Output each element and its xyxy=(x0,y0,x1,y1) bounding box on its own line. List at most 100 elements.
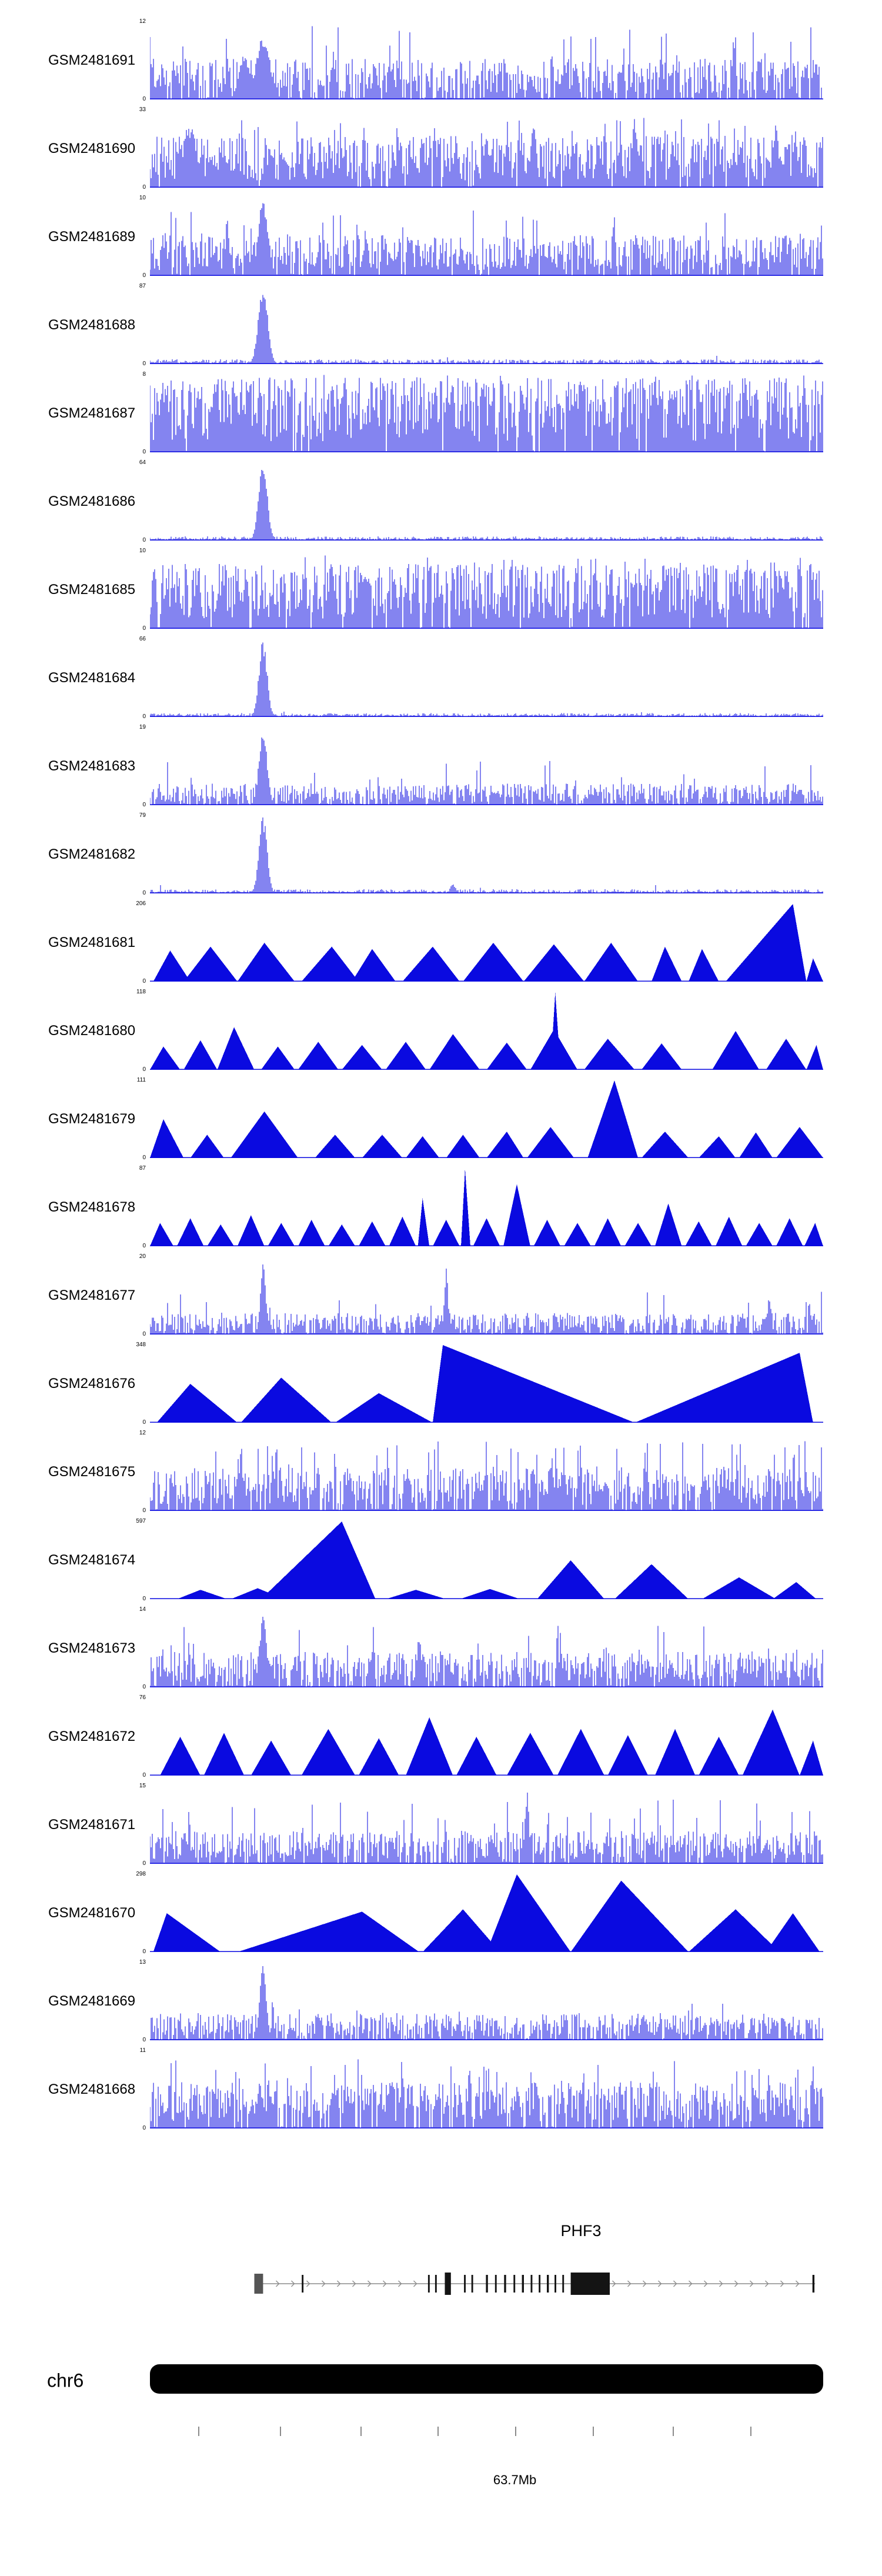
track-row-GSM2481670: 298 0 GSM2481670 xyxy=(0,1869,882,1957)
track-ymin-label: 0 xyxy=(142,890,146,896)
track-label: GSM2481675 xyxy=(48,1464,136,1480)
track-signal-svg xyxy=(150,992,823,1070)
track-ymax-label: 87 xyxy=(139,1165,146,1172)
track-row-GSM2481681: 206 0 GSM2481681 xyxy=(0,899,882,987)
track-row-GSM2481671: 15 0 GSM2481671 xyxy=(0,1781,882,1869)
track-ymax-label: 298 xyxy=(136,1871,146,1877)
track-ymax-label: 597 xyxy=(136,1518,146,1524)
track-signal-svg xyxy=(150,555,823,629)
track-plot-area xyxy=(150,463,823,540)
track-row-GSM2481673: 14 0 GSM2481673 xyxy=(0,1604,882,1693)
track-ymax-label: 13 xyxy=(139,1959,146,1966)
track-signal-svg xyxy=(150,295,823,364)
track-label: GSM2481679 xyxy=(48,1111,136,1127)
track-ymin-label: 0 xyxy=(142,1860,146,1867)
track-row-GSM2481688: 87 0 GSM2481688 xyxy=(0,281,882,369)
track-ymin-label: 0 xyxy=(142,978,146,985)
track-signal-svg xyxy=(150,26,823,99)
track-ymin-label: 0 xyxy=(142,537,146,543)
track-row-GSM2481691: 12 0 GSM2481691 xyxy=(0,16,882,105)
track-signal-svg xyxy=(150,817,823,893)
track-ymin-label: 0 xyxy=(142,96,146,102)
track-ymax-label: 118 xyxy=(136,989,146,995)
track-plot-area xyxy=(150,1963,823,2040)
axis-tick-mark xyxy=(593,2427,594,2436)
track-ymin-label: 0 xyxy=(142,1948,146,1955)
track-row-GSM2481676: 348 0 GSM2481676 xyxy=(0,1340,882,1428)
track-label: GSM2481673 xyxy=(48,1640,136,1656)
track-signal-svg xyxy=(150,1264,823,1334)
track-ymin-label: 0 xyxy=(142,1772,146,1778)
track-plot-area xyxy=(150,1345,823,1423)
track-label: GSM2481688 xyxy=(48,317,136,333)
track-ymin-label: 0 xyxy=(142,1596,146,1602)
track-label: GSM2481678 xyxy=(48,1199,136,1215)
genome-axis-track: 63.7Mb xyxy=(0,2416,882,2576)
track-signal-svg xyxy=(150,1441,823,1511)
track-label: GSM2481683 xyxy=(48,758,136,774)
track-signal-svg xyxy=(150,642,823,717)
track-plot-area xyxy=(150,198,823,276)
track-ymin-label: 0 xyxy=(142,272,146,279)
track-ymin-label: 0 xyxy=(142,449,146,455)
track-plot-area xyxy=(150,551,823,629)
track-ymax-label: 11 xyxy=(139,2047,146,2054)
track-signal-svg xyxy=(150,1345,823,1423)
track-row-GSM2481680: 118 0 GSM2481680 xyxy=(0,987,882,1075)
track-row-GSM2481679: 111 0 GSM2481679 xyxy=(0,1075,882,1163)
track-row-GSM2481677: 20 0 GSM2481677 xyxy=(0,1252,882,1340)
axis-tick-mark xyxy=(198,2427,200,2436)
track-plot-area xyxy=(150,1786,823,1864)
track-label: GSM2481691 xyxy=(48,52,136,68)
track-ymax-label: 206 xyxy=(136,900,146,907)
track-label: GSM2481671 xyxy=(48,1817,136,1833)
track-ymin-label: 0 xyxy=(142,713,146,720)
gene-model xyxy=(150,2257,823,2310)
axis-tick-mark xyxy=(672,2427,674,2436)
track-row-GSM2481685: 10 0 GSM2481685 xyxy=(0,546,882,634)
track-signal-svg xyxy=(150,1709,823,1776)
track-ymax-label: 76 xyxy=(139,1694,146,1701)
track-plot-area xyxy=(150,728,823,805)
track-label: GSM2481685 xyxy=(48,582,136,598)
track-plot-area xyxy=(150,286,823,364)
track-ymin-label: 0 xyxy=(142,1684,146,1690)
track-row-GSM2481690: 33 0 GSM2481690 xyxy=(0,105,882,193)
track-plot-area xyxy=(150,375,823,452)
track-plot-area xyxy=(150,22,823,99)
axis-tick-mark xyxy=(514,2427,516,2436)
track-label: GSM2481684 xyxy=(48,670,136,686)
track-ymax-label: 64 xyxy=(139,459,146,466)
track-signal-svg xyxy=(150,375,823,452)
track-signal-svg xyxy=(150,1874,823,1952)
track-ymin-label: 0 xyxy=(142,361,146,367)
track-label: GSM2481689 xyxy=(48,229,136,245)
track-label: GSM2481670 xyxy=(48,1905,136,1921)
gene-name-label: PHF3 xyxy=(560,2222,602,2240)
track-row-GSM2481668: 11 0 GSM2481668 xyxy=(0,2046,882,2134)
track-signal-svg xyxy=(150,738,823,805)
track-row-GSM2481684: 66 0 GSM2481684 xyxy=(0,634,882,722)
track-signal-svg xyxy=(150,203,823,276)
track-ymax-label: 66 xyxy=(139,636,146,642)
track-ymin-label: 0 xyxy=(142,1419,146,1426)
track-ymax-label: 15 xyxy=(139,1783,146,1789)
gene-model-svg xyxy=(254,2273,816,2295)
track-signal-svg xyxy=(150,1080,823,1158)
axis-tick-mark xyxy=(279,2427,281,2436)
track-label: GSM2481682 xyxy=(48,846,136,862)
track-plot-area xyxy=(150,1874,823,1952)
track-ymin-label: 0 xyxy=(142,1507,146,1514)
track-plot-area xyxy=(150,1433,823,1511)
track-signal-svg xyxy=(150,1617,823,1687)
track-ymin-label: 0 xyxy=(142,2037,146,2043)
track-label: GSM2481677 xyxy=(48,1287,136,1303)
track-plot-area xyxy=(150,1610,823,1687)
track-row-GSM2481669: 13 0 GSM2481669 xyxy=(0,1957,882,2046)
track-ymin-label: 0 xyxy=(142,2125,146,2131)
track-row-GSM2481687: 8 0 GSM2481687 xyxy=(0,369,882,458)
track-ymax-label: 79 xyxy=(139,812,146,819)
track-signal-svg xyxy=(150,1521,823,1599)
track-ymin-label: 0 xyxy=(142,1066,146,1073)
